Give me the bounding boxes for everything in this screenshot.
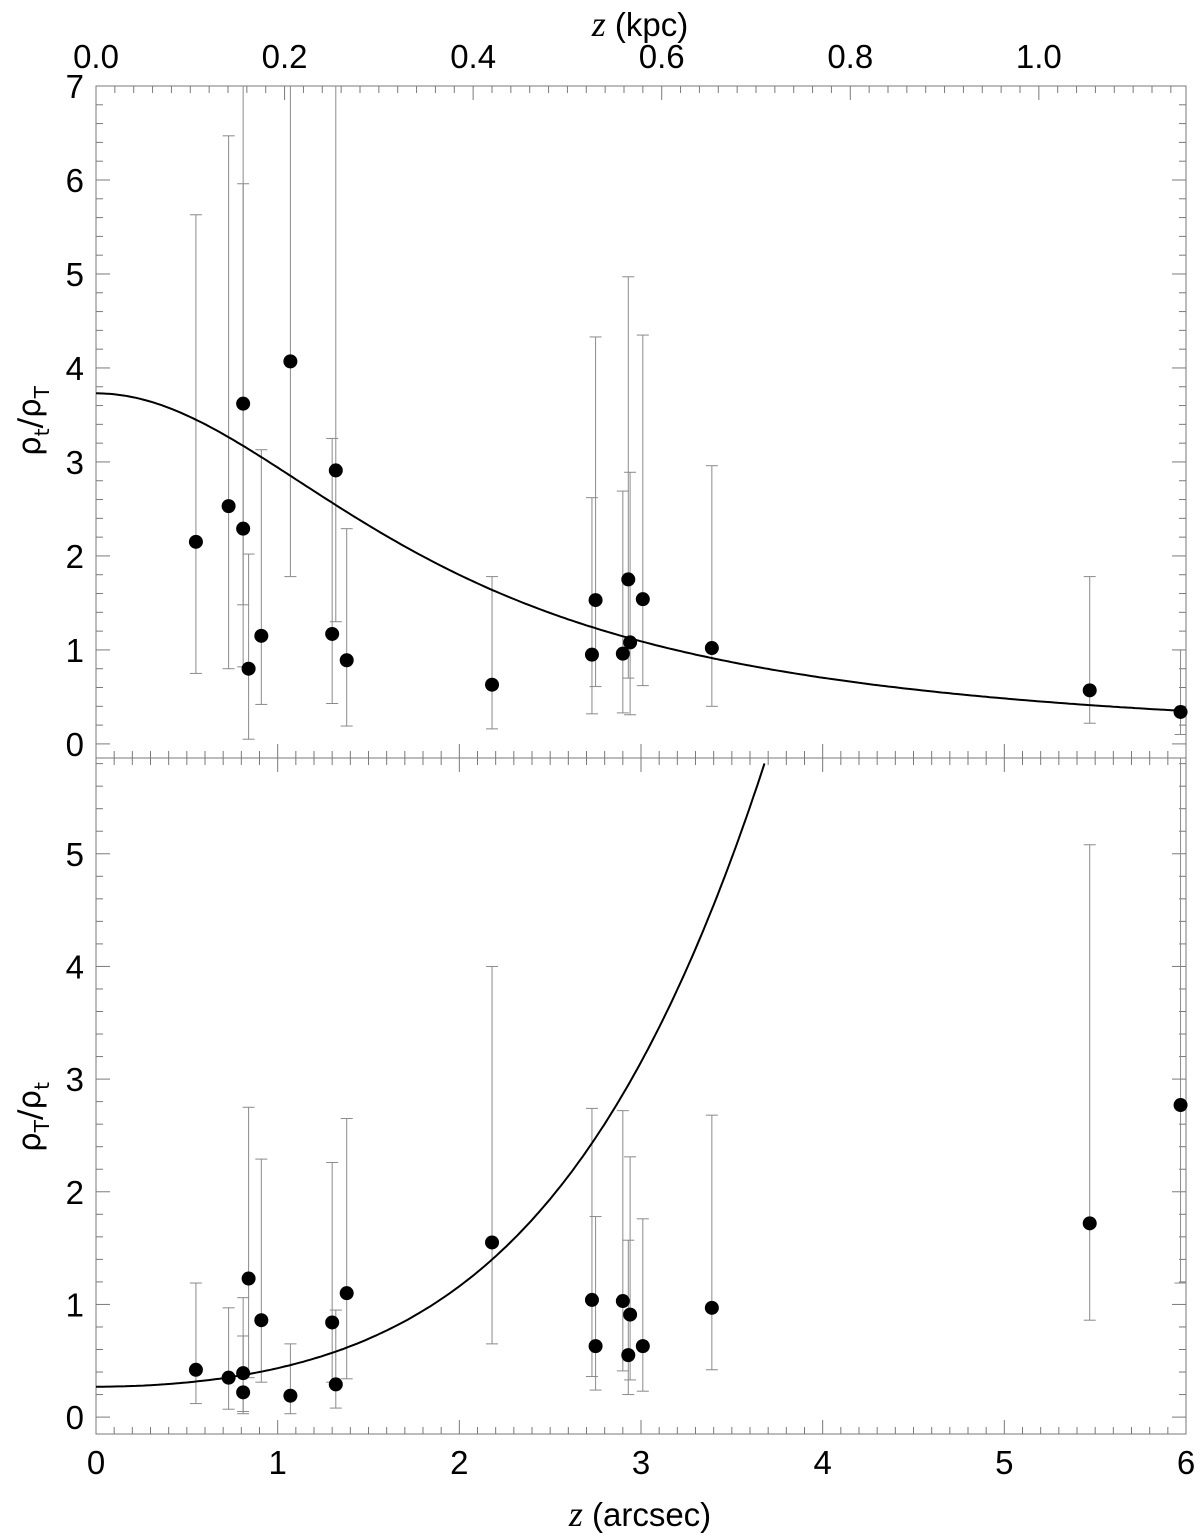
bottom-plot-frame — [95, 757, 1187, 1435]
top-ytick-label: 4 — [66, 350, 84, 387]
bottom-data-point — [704, 1300, 719, 1315]
top-data-point — [704, 641, 719, 656]
top-y-axis-label: ρt/ρT — [12, 385, 54, 456]
x-tick-label: 4 — [813, 1444, 831, 1481]
top-ytick-label: 0 — [66, 726, 84, 763]
kpc-tick-label: 1.0 — [1016, 38, 1062, 75]
bottom-ytick-label: 2 — [66, 1174, 84, 1211]
top-data-point — [635, 592, 650, 607]
top-data-point — [621, 572, 636, 587]
top-data-point — [283, 354, 298, 369]
x-tick-label: 6 — [1177, 1444, 1195, 1481]
bottom-ytick-label: 5 — [66, 836, 84, 873]
x-tick-label: 0 — [87, 1444, 105, 1481]
bottom-data-point — [1082, 1216, 1097, 1231]
model-curves — [95, 392, 1187, 1388]
bottom-data-point — [188, 1362, 203, 1377]
bottom-data-point — [339, 1286, 354, 1301]
top-data-point — [1173, 704, 1188, 719]
bottom-data-point — [283, 1388, 298, 1403]
bottom-data-point — [328, 1377, 343, 1392]
bottom-model-curve — [96, 763, 766, 1388]
bottom-data-point — [241, 1271, 256, 1286]
bottom-data-point — [621, 1348, 636, 1363]
top-data-point — [241, 661, 256, 676]
top-data-point — [254, 628, 269, 643]
x-tick-label: 1 — [268, 1444, 286, 1481]
bottom-data-point — [485, 1235, 500, 1250]
top-data-point — [339, 653, 354, 668]
minor-ticks — [95, 85, 1187, 1434]
top-ytick-label: 2 — [66, 538, 84, 575]
top-axis-title: z (kpc) — [591, 4, 689, 44]
bottom-y-axis-label: ρT/ρt — [12, 1082, 54, 1152]
top-data-point — [236, 396, 251, 411]
top-data-point — [236, 521, 251, 536]
top-data-point — [328, 463, 343, 478]
x-tick-label: 2 — [450, 1444, 468, 1481]
top-data-point — [588, 593, 603, 608]
tick-labels: 0 1 2 3 4 5 6 70.0 0.2 0.4 0.6 0.8 1.0 0 1 2 3 4 5 0 1 2 3 4 5 6 — [66, 38, 1196, 1481]
top-data-point — [485, 677, 500, 692]
bottom-data-point — [623, 1307, 638, 1322]
data-points — [188, 354, 1188, 1403]
bottom-ytick-label: 3 — [66, 1061, 84, 1098]
x-tick-label: 5 — [995, 1444, 1013, 1481]
kpc-tick-label: 0.6 — [639, 38, 685, 75]
kpc-tick-label: 0.0 — [73, 38, 119, 75]
bottom-ytick-label: 4 — [66, 948, 84, 985]
bottom-data-point — [635, 1339, 650, 1354]
bottom-ytick-label: 1 — [66, 1286, 84, 1323]
bottom-ytick-label: 0 — [66, 1399, 84, 1436]
top-ytick-label: 1 — [66, 632, 84, 669]
top-data-point — [623, 635, 638, 650]
top-plot-frame — [95, 85, 1187, 759]
bottom-data-point — [236, 1385, 251, 1400]
kpc-tick-label: 0.2 — [262, 38, 308, 75]
bottom-data-point — [254, 1313, 269, 1328]
bottom-data-point — [325, 1315, 340, 1330]
top-data-point — [221, 499, 236, 514]
top-ytick-label: 5 — [66, 256, 84, 293]
kpc-tick-label: 0.4 — [450, 38, 496, 75]
top-ytick-label: 3 — [66, 444, 84, 481]
top-data-point — [188, 534, 203, 549]
top-ytick-label: 7 — [66, 68, 84, 105]
bottom-data-point — [588, 1339, 603, 1354]
top-data-point — [325, 626, 340, 641]
x-tick-label: 3 — [632, 1444, 650, 1481]
top-ytick-label: 6 — [66, 162, 84, 199]
kpc-tick-label: 0.8 — [827, 38, 873, 75]
bottom-data-point — [615, 1294, 630, 1309]
bottom-data-point — [1173, 1098, 1188, 1113]
bottom-data-point — [236, 1366, 251, 1381]
top-data-point — [1082, 683, 1097, 698]
bottom-data-point — [221, 1370, 236, 1385]
top-data-point — [615, 646, 630, 661]
top-data-point — [584, 647, 599, 662]
error-bars — [189, 86, 1187, 1415]
top-model-curve — [95, 392, 1187, 712]
x-axis-title: z (arcsec) — [568, 1494, 711, 1534]
bottom-data-point — [584, 1292, 599, 1307]
